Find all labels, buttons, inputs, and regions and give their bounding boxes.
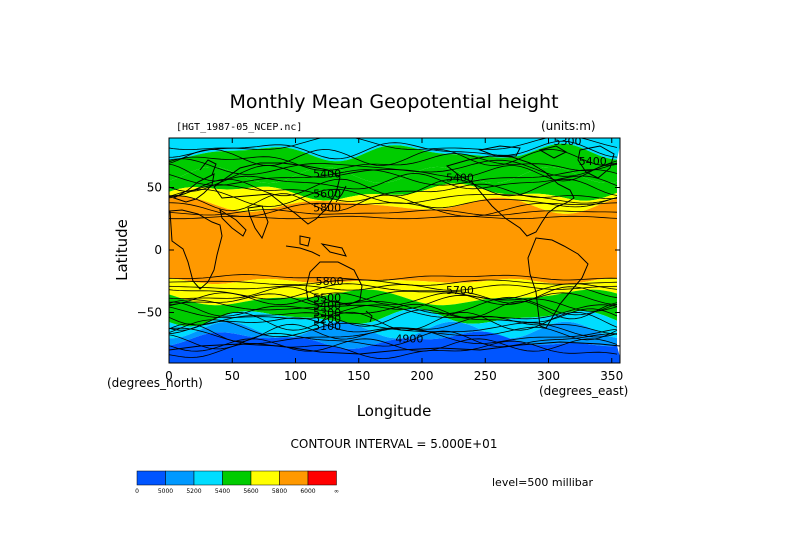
contour-line [169,209,618,216]
contour-label: 5400 [446,171,474,184]
x-tick-label: 150 [347,369,370,383]
x-tick-label: 200 [411,369,434,383]
colorbar-tick-label: 5200 [186,488,201,495]
colorbar-tick-label: 6000 [300,488,315,495]
contour-line [169,300,618,320]
contour-line [169,153,618,172]
contour-line [169,163,618,182]
contour-line [169,279,618,286]
x-tick-label: 100 [284,369,307,383]
chart-title: Monthly Mean Geopotential height [229,91,558,113]
contour-line [169,338,618,352]
color-band [169,321,617,349]
contour-line [169,292,618,306]
contour-line [169,173,618,192]
contour-interval-label: CONTOUR INTERVAL = 5.000E+01 [291,437,498,451]
contour-label: 5400 [579,155,607,168]
y-axis-title: Latitude [113,219,131,281]
contour-line [169,308,618,327]
x-tick-label: 350 [600,369,623,383]
color-band [169,308,617,339]
contour-label: 4900 [395,333,423,346]
contour-label: 5200 [313,313,341,326]
contour-line [169,284,618,291]
x-axis-title: Longitude [357,402,432,420]
colorbar-swatch [193,470,223,486]
contour-lines [169,138,618,360]
contour-label: 5800 [316,275,344,288]
color-band [169,143,617,184]
contour-line [169,274,618,281]
contour-label: 5500 [313,291,341,304]
colorbar-tick-label: 5000 [158,488,173,495]
contour-line [169,323,618,342]
level-label: level=500 millibar [492,476,594,489]
contour-label: 5600 [313,188,341,201]
colorbar-tick-label: 0 [135,488,139,495]
color-band [169,166,617,201]
y-tick-label: −50 [137,306,162,320]
contour-line [169,330,618,350]
x-tick-label: 50 [225,369,240,383]
colorbar-tick-label: 5800 [272,488,287,495]
colorbar: 0 5000 5200 5400 5600 5800 6000 ∞ [135,470,339,495]
contour-line [169,315,618,335]
file-label: [HGT_1987-05_NCEP.nc] [176,122,302,133]
contour-line [169,283,618,300]
y-tick-label: 50 [147,181,162,195]
colorbar-tick-label: 5600 [243,488,258,495]
contour-line [169,304,618,320]
contour-label: 5700 [446,284,474,297]
contour-label: 5100 [313,320,341,333]
contour-line [169,293,618,312]
y-unit-label: (degrees_north) [107,376,203,390]
contour-line [169,138,618,150]
x-tick-label: 250 [474,369,497,383]
contour-label: 5400 [313,299,341,312]
colorbar-swatch [279,470,309,486]
x-axis-ticks: 0 50 100 150 200 250 300 350 [165,138,623,383]
contour-line [169,193,618,212]
contour-line [169,140,618,160]
colorbar-swatch [250,470,280,486]
coastlines [169,145,620,355]
colorbar-swatch [222,470,252,486]
contour-label: 5300 [553,135,581,148]
contour-label: 5800 [313,201,341,214]
contour-line [169,296,618,316]
y-axis-ticks: 50 0 −50 [137,181,620,320]
colorbar-swatch [165,470,195,486]
color-band [169,331,620,363]
color-band [169,183,617,214]
x-unit-label: (degrees_east) [539,384,628,398]
colorbar-tick-label: ∞ [334,488,339,495]
colorbar-swatch [307,470,337,486]
colorbar-swatch [136,470,166,486]
contour-line [169,215,618,220]
contour-label: 5300 [313,306,341,319]
x-tick-label: 300 [537,369,560,383]
contour-line [169,158,618,177]
contour-line [169,286,618,304]
units-label: (units:m) [541,119,596,133]
colorbar-tick-label: 5400 [215,488,230,495]
contour-label: 5400 [313,168,341,181]
x-tick-label: 0 [165,369,173,383]
y-tick-label: 0 [154,243,162,257]
